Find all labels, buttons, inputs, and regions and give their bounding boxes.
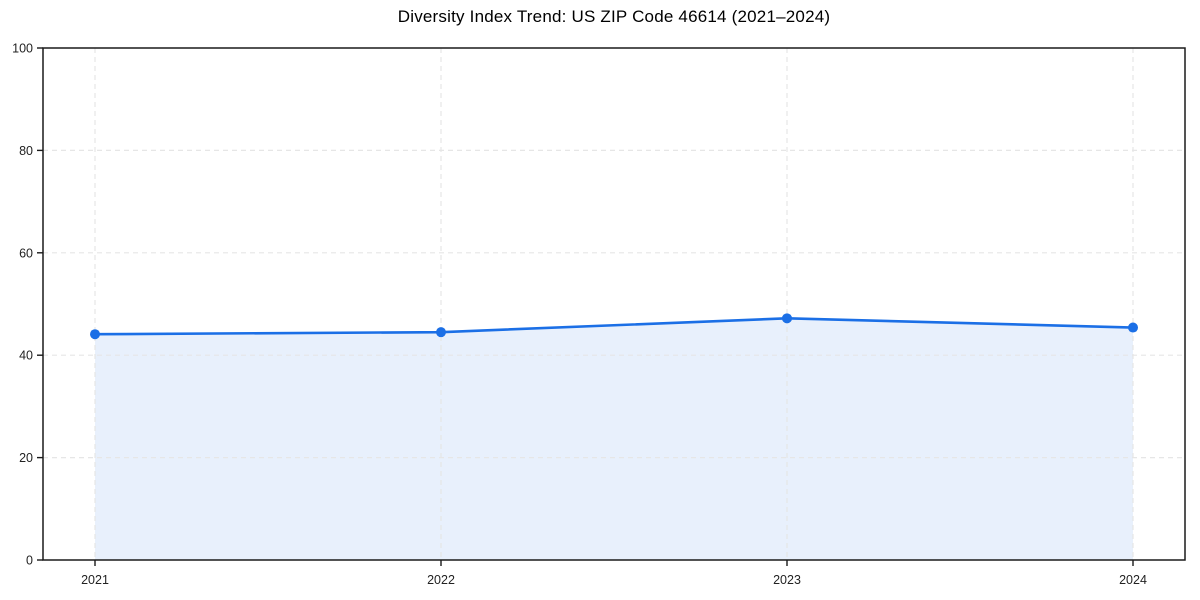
data-point-marker <box>90 329 100 340</box>
y-tick-label: 100 <box>12 42 33 56</box>
data-point-marker <box>436 327 446 338</box>
x-tick-label: 2023 <box>773 573 801 587</box>
x-tick-label: 2021 <box>81 573 109 587</box>
trend-line <box>93 317 1135 336</box>
data-point-marker <box>782 313 792 324</box>
y-tick-label: 80 <box>19 144 33 158</box>
y-tick-label: 40 <box>19 349 33 363</box>
y-tick-label: 0 <box>26 554 33 568</box>
x-tick-label: 2022 <box>427 573 455 587</box>
plot-border <box>42 47 1186 561</box>
chart-title: Diversity Index Trend: US ZIP Code 46614… <box>397 7 831 26</box>
data-point-marker <box>1128 322 1138 333</box>
x-tick-label: 2024 <box>1119 573 1147 587</box>
y-tick-label: 20 <box>19 451 33 465</box>
y-tick-label: 60 <box>19 246 33 260</box>
area-fill <box>95 318 1133 560</box>
